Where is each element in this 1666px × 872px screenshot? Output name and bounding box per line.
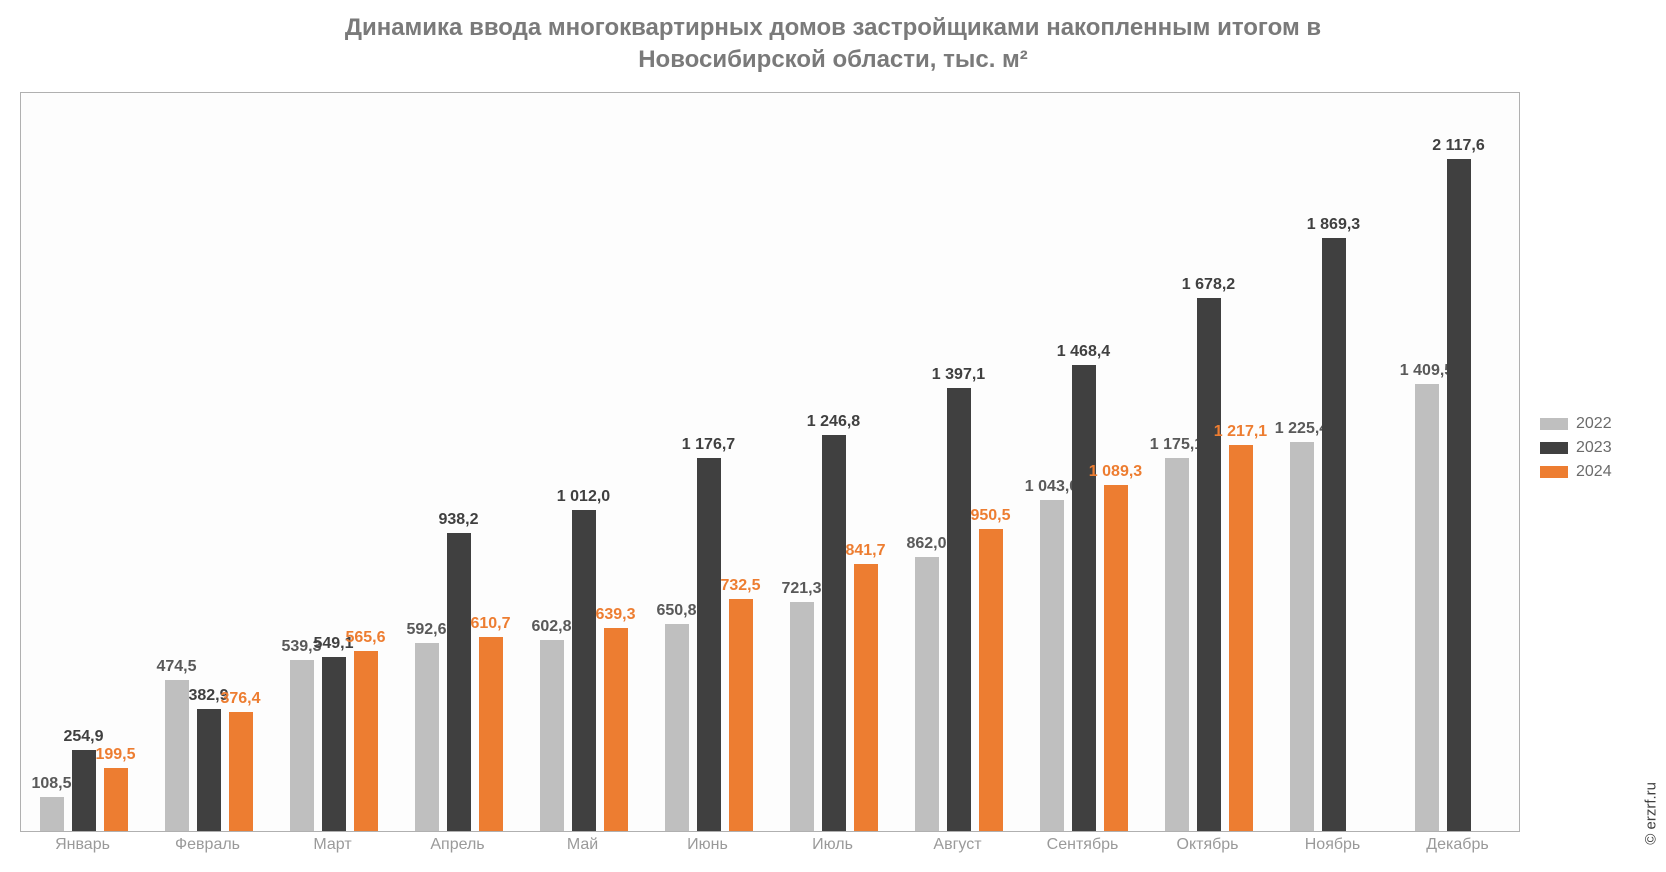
- bar-label-2022-11: 1 409,5: [1400, 362, 1453, 380]
- legend-item-2023: 2023: [1540, 439, 1650, 457]
- bar-2022-1: [165, 680, 189, 831]
- bar-label-2022-6: 721,3: [781, 580, 821, 598]
- x-label-1: Февраль: [175, 836, 240, 854]
- bar-2023-1: [197, 709, 221, 831]
- bar-label-2022-3: 592,6: [406, 621, 446, 639]
- x-label-3: Апрель: [430, 836, 484, 854]
- legend-swatch-2024: [1540, 466, 1568, 478]
- bar-label-2024-0: 199,5: [95, 746, 135, 764]
- bar-2022-4: [540, 640, 564, 831]
- bar-label-2022-4: 602,8: [531, 618, 571, 636]
- bar-2024-3: [479, 637, 503, 831]
- bar-label-2023-4: 1 012,0: [557, 488, 610, 506]
- legend-item-2022: 2022: [1540, 415, 1650, 433]
- bar-2023-0: [72, 750, 96, 831]
- bar-2023-11: [1447, 159, 1471, 831]
- bar-2023-5: [697, 458, 721, 831]
- bar-label-2022-10: 1 225,4: [1275, 420, 1328, 438]
- bar-label-2023-8: 1 468,4: [1057, 343, 1110, 361]
- bar-2022-11: [1415, 384, 1439, 831]
- bar-2023-7: [947, 388, 971, 831]
- bar-2022-8: [1040, 500, 1064, 831]
- bar-2023-10: [1322, 238, 1346, 831]
- bar-label-2023-10: 1 869,3: [1307, 216, 1360, 234]
- legend-label-2024: 2024: [1576, 463, 1612, 481]
- bar-2023-4: [572, 510, 596, 831]
- copyright-text: © erzrf.ru: [1643, 782, 1660, 845]
- x-label-8: Сентябрь: [1047, 836, 1119, 854]
- bar-2023-3: [447, 533, 471, 831]
- legend-item-2024: 2024: [1540, 463, 1650, 481]
- bar-2024-2: [354, 651, 378, 831]
- bar-label-2022-8: 1 043,0: [1025, 478, 1078, 496]
- bar-label-2024-7: 950,5: [970, 507, 1010, 525]
- bar-label-2023-5: 1 176,7: [682, 436, 735, 454]
- bar-label-2022-0: 108,5: [31, 775, 71, 793]
- bar-2024-0: [104, 768, 128, 831]
- legend-swatch-2023: [1540, 442, 1568, 454]
- bar-label-2024-6: 841,7: [845, 542, 885, 560]
- bar-2024-9: [1229, 445, 1253, 831]
- plot-inner: 108,5254,9199,5474,5382,9376,4539,3549,1…: [21, 93, 1519, 831]
- bar-label-2023-3: 938,2: [438, 511, 478, 529]
- bar-label-2024-4: 639,3: [595, 606, 635, 624]
- bar-2024-4: [604, 628, 628, 831]
- legend-label-2022: 2022: [1576, 415, 1612, 433]
- legend-swatch-2022: [1540, 418, 1568, 430]
- bar-2022-0: [40, 797, 64, 831]
- bar-2022-10: [1290, 442, 1314, 831]
- bar-2024-8: [1104, 485, 1128, 831]
- chart-title-line1: Динамика ввода многоквартирных домов зас…: [0, 12, 1666, 44]
- chart-title: Динамика ввода многоквартирных домов зас…: [0, 0, 1666, 77]
- x-axis-labels: Январь Февраль Март Апрель Май Июнь Июль Август…: [20, 836, 1520, 866]
- bar-label-2022-9: 1 175,1: [1150, 436, 1203, 454]
- plot-area: 108,5254,9199,5474,5382,9376,4539,3549,1…: [20, 92, 1520, 832]
- x-label-10: Ноябрь: [1305, 836, 1361, 854]
- bar-2024-1: [229, 712, 253, 831]
- legend-label-2023: 2023: [1576, 439, 1612, 457]
- bar-label-2023-0: 254,9: [63, 728, 103, 746]
- bar-2022-7: [915, 557, 939, 831]
- bar-2024-7: [979, 529, 1003, 831]
- bar-2022-2: [290, 660, 314, 831]
- bar-2022-3: [415, 643, 439, 831]
- bar-label-2024-5: 732,5: [720, 577, 760, 595]
- x-label-6: Июль: [812, 836, 853, 854]
- bar-label-2024-8: 1 089,3: [1089, 463, 1142, 481]
- bar-label-2023-11: 2 117,6: [1432, 137, 1485, 155]
- bar-2022-9: [1165, 458, 1189, 831]
- x-label-4: Май: [567, 836, 598, 854]
- legend: 2022 2023 2024: [1540, 415, 1650, 487]
- bar-label-2023-6: 1 246,8: [807, 413, 860, 431]
- bar-2023-8: [1072, 365, 1096, 831]
- bar-label-2023-7: 1 397,1: [932, 366, 985, 384]
- bar-2022-5: [665, 624, 689, 831]
- bar-label-2022-1: 474,5: [156, 658, 196, 676]
- bar-label-2022-7: 862,0: [906, 535, 946, 553]
- bar-label-2024-9: 1 217,1: [1214, 423, 1267, 441]
- bar-label-2023-9: 1 678,2: [1182, 276, 1235, 294]
- x-label-2: Март: [313, 836, 351, 854]
- bar-2023-2: [322, 657, 346, 831]
- x-label-5: Июнь: [687, 836, 728, 854]
- chart-title-line2: Новосибирской области, тыс. м²: [0, 44, 1666, 76]
- chart-container: Динамика ввода многоквартирных домов зас…: [0, 0, 1666, 872]
- x-label-11: Декабрь: [1426, 836, 1488, 854]
- bar-2023-6: [822, 435, 846, 831]
- bar-2023-9: [1197, 298, 1221, 831]
- bar-label-2022-5: 650,8: [656, 602, 696, 620]
- bar-label-2024-2: 565,6: [345, 629, 385, 647]
- x-label-7: Август: [933, 836, 981, 854]
- bar-label-2024-1: 376,4: [220, 690, 260, 708]
- bar-2022-6: [790, 602, 814, 831]
- x-label-0: Январь: [55, 836, 110, 854]
- bar-label-2024-3: 610,7: [470, 615, 510, 633]
- bar-2024-5: [729, 599, 753, 831]
- x-label-9: Октябрь: [1176, 836, 1238, 854]
- bar-2024-6: [854, 564, 878, 831]
